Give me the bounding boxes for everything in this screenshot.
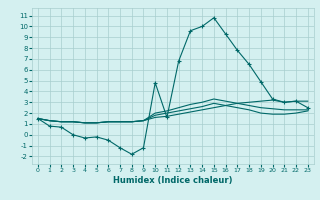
X-axis label: Humidex (Indice chaleur): Humidex (Indice chaleur) — [113, 176, 233, 185]
